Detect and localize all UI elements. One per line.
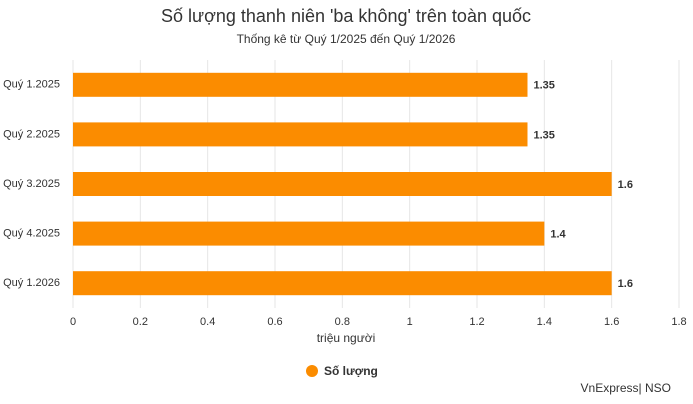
chart-subtitle: Thống kê từ Quý 1/2025 đến Quý 1/2026 [237,32,456,46]
chart-title: Số lượng thanh niên 'ba không' trên toàn… [161,6,531,26]
y-tick-label: Quý 1.2025 [3,79,60,91]
data-label: 1.35 [534,129,555,141]
legend-label: Số lượng [324,364,378,378]
bar [73,72,528,97]
x-tick-label: 0 [70,316,76,328]
data-label: 1.35 [534,80,555,92]
bar [73,172,612,196]
x-tick-label: 0.6 [267,316,282,328]
x-tick-label: 1.2 [469,316,484,328]
x-tick-label: 0.2 [133,316,148,328]
source: VnExpress| NSO [581,381,671,395]
x-axis-title: triệu người [317,331,376,345]
y-tick-label: Quý 3.2025 [3,178,60,190]
bar [73,271,612,296]
y-tick-label: Quý 4.2025 [3,228,60,240]
data-label: 1.4 [550,229,566,241]
data-label: 1.6 [618,278,633,290]
bar [73,221,545,246]
x-tick-label: 0.4 [200,316,215,328]
x-tick-label: 1.6 [604,316,619,328]
legend-marker [306,365,318,377]
x-tick-label: 0.8 [335,316,350,328]
data-label: 1.6 [618,179,633,191]
y-tick-label: Quý 1.2026 [3,277,60,289]
x-tick-label: 1.4 [537,316,552,328]
bar [73,122,528,147]
x-tick-label: 1.8 [671,316,686,328]
x-tick-label: 1 [407,316,413,328]
y-tick-label: Quý 2.2025 [3,128,60,140]
